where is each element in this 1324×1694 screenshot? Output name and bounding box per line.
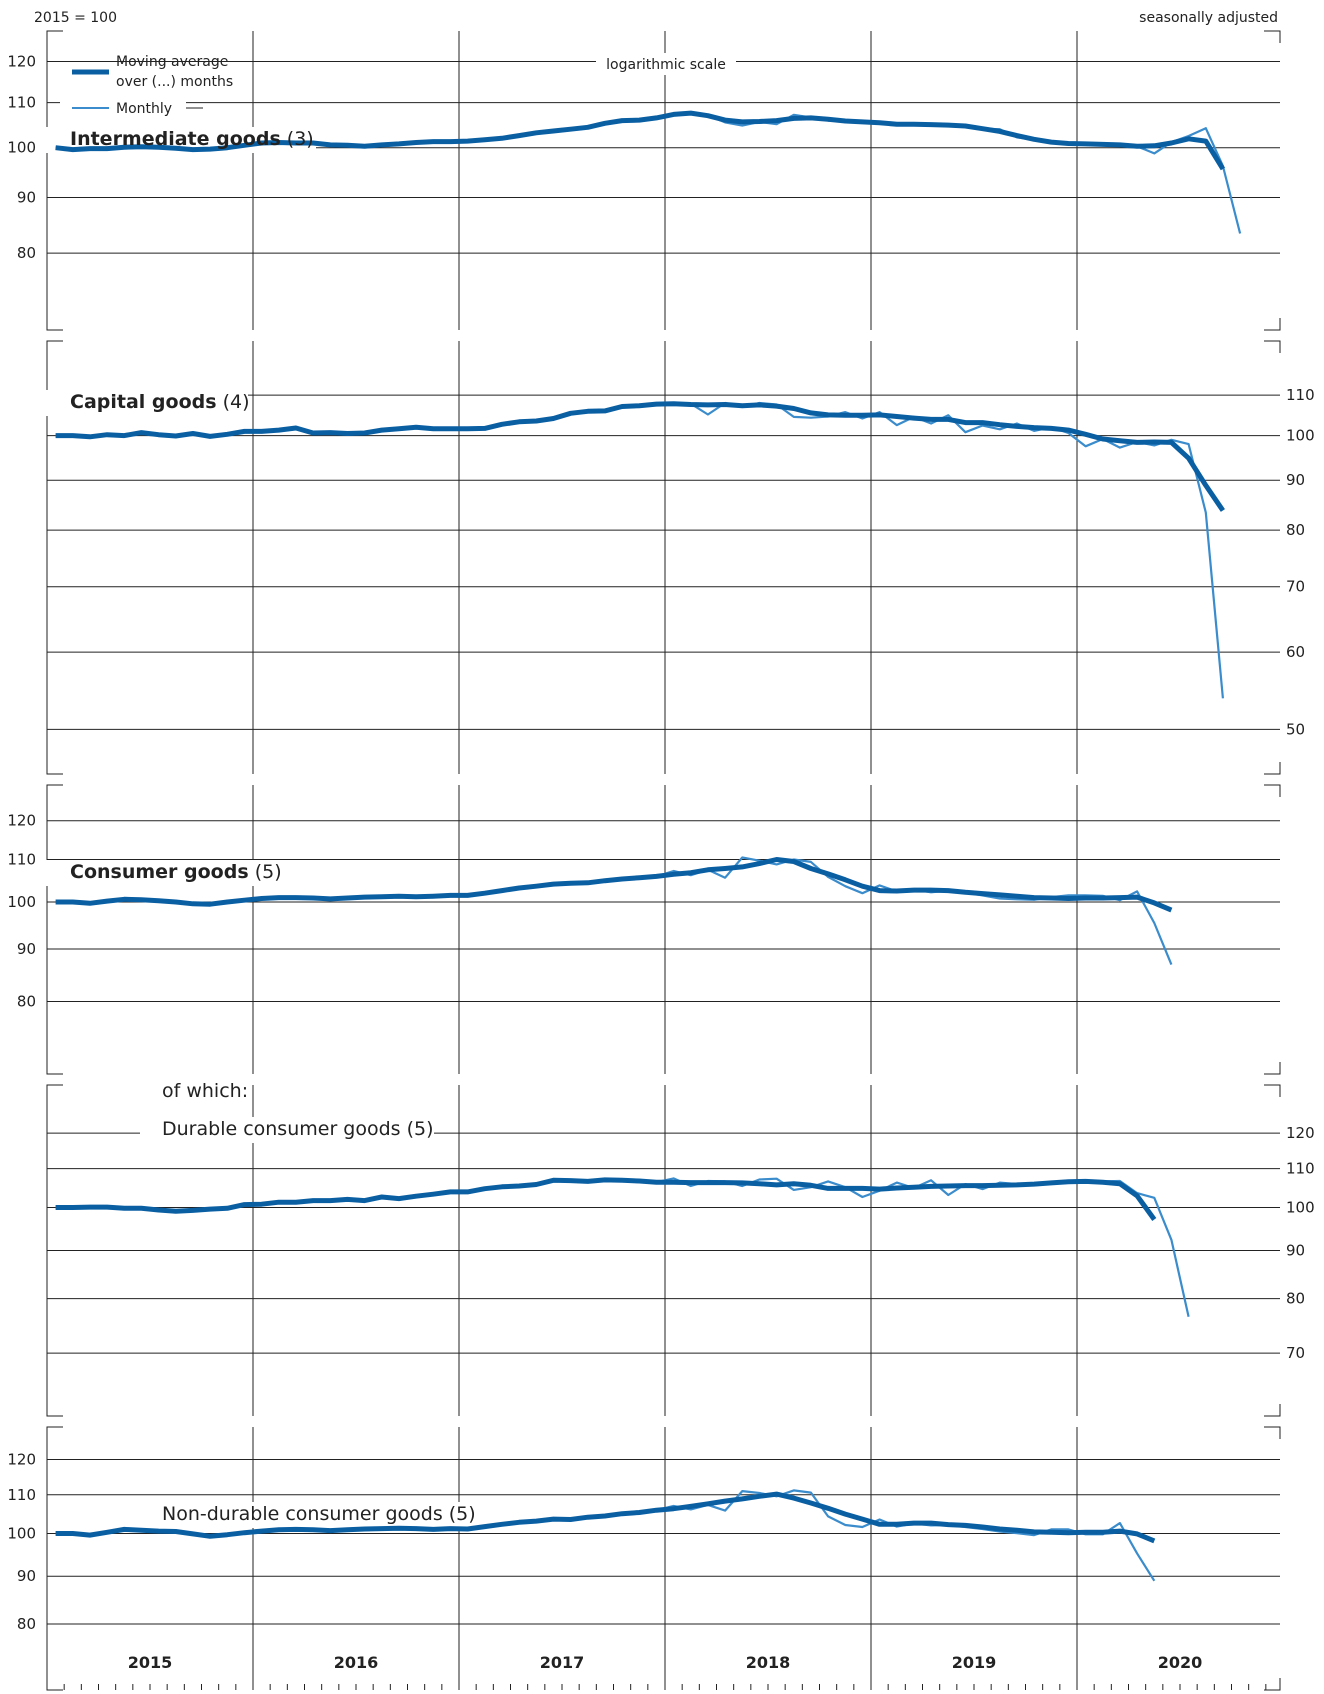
panel-4-tick-label: 110 [1286, 1160, 1315, 1178]
panel-5-tick-label: 120 [7, 1450, 36, 1468]
panel-2-tick-label: 70 [1286, 578, 1305, 596]
panel-2-tick-label: 90 [1286, 471, 1305, 489]
panel-4-title-backing [140, 1117, 434, 1143]
panel-3-corner-br [1264, 1062, 1281, 1075]
panel-5-title-rest: Non-durable consumer goods (5) [162, 1503, 476, 1525]
panel-3-title-bold: Consumer goods [70, 861, 249, 883]
panel-4-corner-bl [46, 1404, 63, 1417]
year-label-2020: 2020 [1158, 1653, 1203, 1672]
panel-4-monthly-line [55, 1177, 1190, 1318]
panel-1-tick-label: 90 [17, 188, 36, 206]
panel-4-corner-tl [46, 1084, 63, 1097]
panel-3-moving-average-line [55, 857, 1173, 913]
panel-2-monthly-line [55, 401, 1224, 699]
legend-backing [60, 94, 186, 116]
grid-layer [34, 30, 1281, 1691]
panel-3-corner-bl [46, 1062, 63, 1075]
panel-5-corner-tl [46, 1426, 63, 1439]
year-label-2018: 2018 [746, 1653, 791, 1672]
panel-3-tick-label: 110 [7, 851, 36, 869]
panel-4-tick-label: 80 [1286, 1290, 1305, 1308]
panel-3-tick-label: 120 [7, 812, 36, 830]
panel-2-title-bold: Capital goods [70, 391, 217, 413]
panel-1-title-bold: Intermediate goods [70, 128, 281, 150]
panel-1-corner-bl [46, 318, 63, 331]
panel-1-tick-label: 100 [7, 139, 36, 157]
legend-monthly-label: Monthly [116, 101, 172, 117]
panel-2-corner-br [1264, 762, 1281, 775]
logarithmic-scale-note: logarithmic scale [606, 57, 726, 73]
panel-4-title-prefix: of which: [162, 1080, 248, 1102]
seasonal-adjustment-label: seasonally adjusted [1139, 10, 1278, 26]
panel-4-title-rest: Durable consumer goods (5) [162, 1118, 434, 1140]
series-layer [55, 110, 1242, 1582]
panel-5-tick-label: 110 [7, 1486, 36, 1504]
panel-2-corner-tr [1264, 340, 1281, 353]
panel-4-tick-label: 90 [1286, 1242, 1305, 1260]
year-label-2016: 2016 [334, 1653, 379, 1672]
panel-1-tick-label: 80 [17, 244, 36, 262]
panel-3-tick-label: 100 [7, 893, 36, 911]
panel-5-corner-br [1264, 1678, 1281, 1691]
panel-5-title-backing [140, 1502, 480, 1528]
year-label-2015: 2015 [128, 1653, 173, 1672]
panel-4-tick-label: 70 [1286, 1344, 1305, 1362]
panel-1-tick-label: 110 [7, 94, 36, 112]
panel-2-tick-label: 60 [1286, 643, 1305, 661]
panel-3-tick-label: 90 [17, 940, 36, 958]
legend: Moving average over (...) months Monthly [72, 54, 233, 117]
panel-2-corner-tl [46, 340, 63, 353]
panel-5-title: Non-durable consumer goods (5) [162, 1503, 476, 1525]
panel-1-moving-average-line [55, 110, 1226, 171]
panel-2-moving-average-line [55, 401, 1225, 512]
panel-4-corner-tr [1264, 1084, 1281, 1097]
scale-note-group: logarithmic scale [596, 53, 736, 75]
panel-4-tick-label: 100 [1286, 1198, 1315, 1216]
panel-3-title-rest: (5) [249, 861, 282, 883]
panel-5-corner-tr [1264, 1426, 1281, 1439]
panel-1-tick-label: 120 [7, 53, 36, 71]
label-layer: 80 90 100 110 120 Intermediate goods (3) 50 60 7… [7, 53, 1314, 1672]
panel-4-moving-average-line [55, 1177, 1157, 1221]
panel-4-corner-br [1264, 1404, 1281, 1417]
panel-5-moving-average-line [55, 1491, 1156, 1544]
panel-2-tick-label: 110 [1286, 386, 1315, 404]
panel-1-title: Intermediate goods (3) [70, 128, 314, 150]
panel-4-title: Durable consumer goods (5) [162, 1118, 434, 1140]
panel-1-title-rest: (3) [281, 128, 314, 150]
panel-4-tick-label: 120 [1286, 1124, 1315, 1142]
base-label: 2015 = 100 [34, 10, 117, 26]
panel-2-title: Capital goods (4) [70, 391, 249, 413]
panel-2-tick-label: 50 [1286, 720, 1305, 738]
panel-3-corner-tr [1264, 784, 1281, 797]
legend-moving-average-label-2: over (...) months [116, 74, 233, 90]
year-label-2017: 2017 [540, 1653, 585, 1672]
panel-3-title: Consumer goods (5) [70, 861, 282, 883]
panel-3-title-backing [34, 860, 274, 886]
panel-5-tick-label: 100 [7, 1524, 36, 1542]
panel-2-tick-label: 80 [1286, 521, 1305, 539]
panel-4-prefix-backing [140, 1079, 252, 1105]
panel-1-corner-tr [1264, 30, 1281, 43]
panel-3-tick-label: 80 [17, 993, 36, 1011]
panel-2-title-rest: (4) [217, 391, 250, 413]
panel-5-tick-label: 90 [17, 1567, 36, 1585]
panel-5-tick-label: 80 [17, 1615, 36, 1633]
panel-3-corner-tl [46, 784, 63, 797]
panel-1-corner-br [1264, 318, 1281, 331]
year-label-2019: 2019 [952, 1653, 997, 1672]
panel-5-corner-bl [46, 1678, 63, 1691]
panel-1-corner-tl [46, 30, 63, 43]
panel-2-tick-label: 100 [1286, 427, 1315, 445]
legend-moving-average-label-1: Moving average [116, 54, 228, 70]
panel-2-corner-bl [46, 762, 63, 775]
panel-2-title-backing [34, 390, 248, 416]
